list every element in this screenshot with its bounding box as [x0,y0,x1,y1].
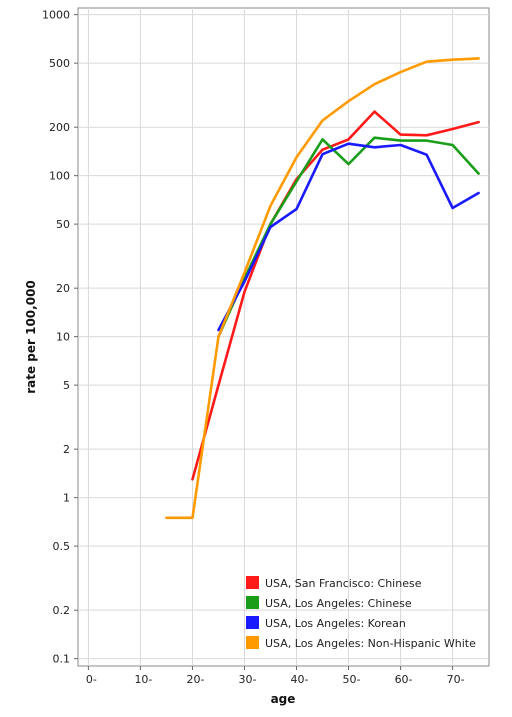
y-tick-label: 1 [63,492,70,505]
y-tick-label: 50 [56,218,70,231]
series-lines [165,57,480,520]
legend-swatch [246,616,259,629]
grid [78,8,489,666]
y-axis-title: rate per 100,000 [24,280,38,394]
x-axis-ticks: 0- 10- 20- 30- 40- 50- 60- 70- [86,666,465,686]
legend-swatch [246,576,259,589]
x-tick-label: 10- [134,673,152,686]
series-line-0 [191,110,480,481]
legend-label: USA, Los Angeles: Chinese [265,597,412,610]
x-tick-label: 70- [447,673,465,686]
x-tick-label: 60- [395,673,413,686]
legend-label: USA, San Francisco: Chinese [265,577,422,590]
x-tick-label: 40- [291,673,309,686]
legend-label: USA, Los Angeles: Korean [265,617,406,630]
x-tick-label: 20- [186,673,204,686]
y-tick-label: 10 [56,331,70,344]
y-tick-label: 100 [49,170,70,183]
x-tick-label: 30- [238,673,256,686]
x-tick-label: 0- [86,673,97,686]
x-axis-title: age [271,692,296,706]
y-tick-label: 200 [49,121,70,134]
y-tick-label: 0.5 [53,540,71,553]
legend-swatch [246,636,259,649]
y-tick-label: 1000 [42,9,70,22]
y-axis-ticks: 0.1 0.2 0.5 1 2 5 10 20 50 100 200 500 1000 [42,9,78,666]
x-tick-label: 50- [343,673,361,686]
series-line-2 [217,142,480,332]
legend-swatch [246,596,259,609]
y-tick-label: 0.2 [53,604,71,617]
y-tick-label: 5 [63,379,70,392]
series-line-3 [165,57,480,520]
y-tick-label: 2 [63,443,70,456]
y-tick-label: 500 [49,57,70,70]
legend: USA, San Francisco: Chinese USA, Los Ange… [246,576,476,650]
y-tick-label: 0.1 [53,653,71,666]
legend-label: USA, Los Angeles: Non-Hispanic White [265,637,476,650]
y-tick-label: 20 [56,282,70,295]
